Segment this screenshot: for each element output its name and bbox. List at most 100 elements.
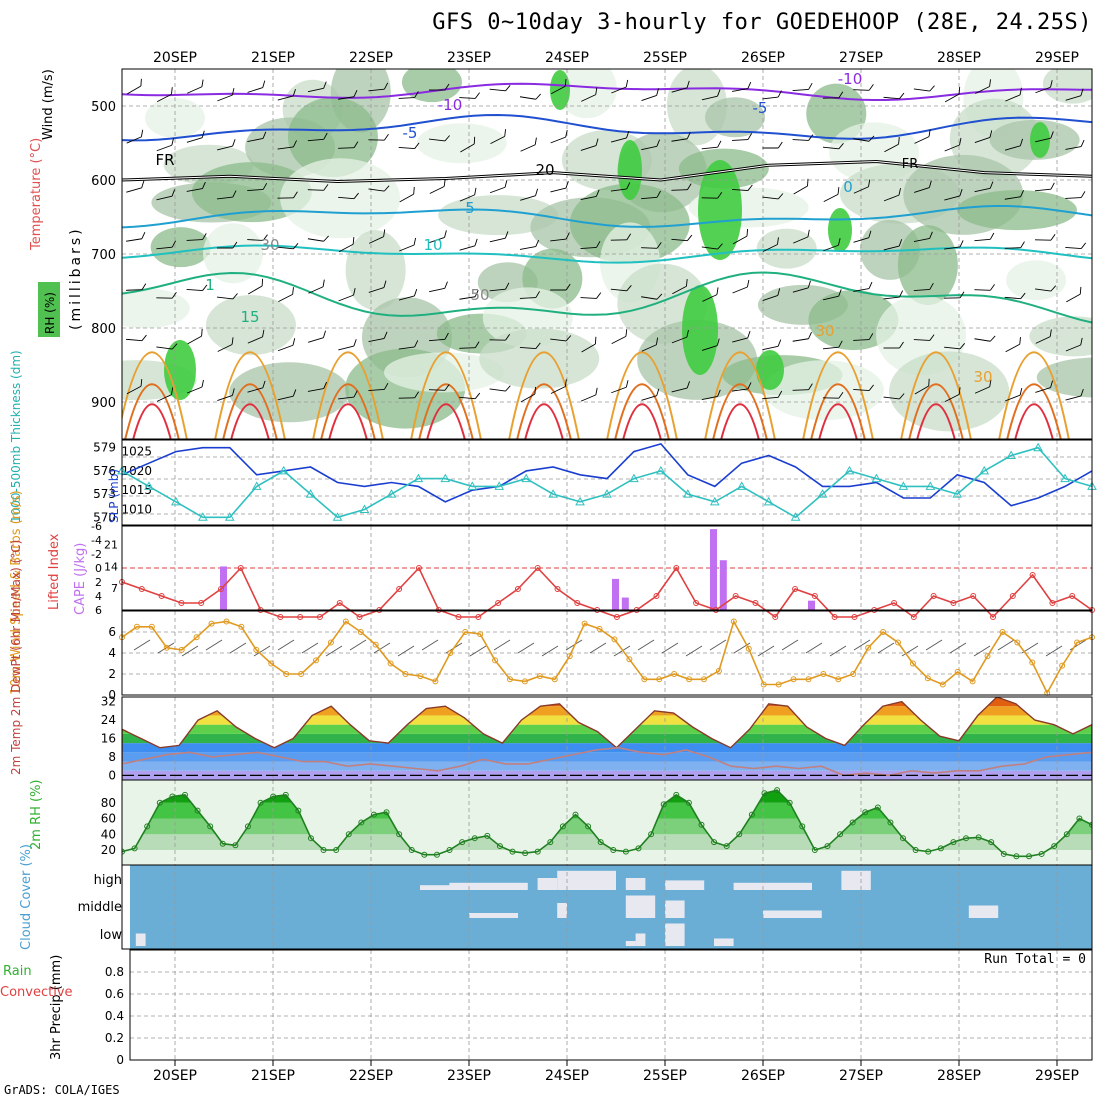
wind-barb <box>823 289 842 301</box>
wind-barb <box>156 87 173 103</box>
wind-barb <box>762 141 783 149</box>
rh-point <box>534 848 541 855</box>
rh-patch <box>479 328 600 389</box>
wind-barb <box>731 133 753 141</box>
wind-point <box>1014 639 1021 646</box>
barb-flag <box>625 329 628 337</box>
warm-contour-arch <box>426 403 466 439</box>
wind-barb <box>884 137 900 153</box>
wind-barb <box>944 387 961 403</box>
li-tick: 2 <box>95 576 102 589</box>
surface-barb <box>805 642 823 654</box>
barb-shaft <box>126 85 142 95</box>
barb-flag <box>928 129 931 137</box>
barb-shaft <box>822 346 839 350</box>
slp-tick: 1010 <box>121 503 152 517</box>
surface-barb <box>541 645 559 657</box>
cloud-block <box>635 933 646 946</box>
barb-flag <box>717 140 722 148</box>
wind-barb <box>641 88 659 102</box>
rh-point <box>748 811 755 818</box>
barb-flag <box>414 142 420 149</box>
wind-point <box>1059 662 1066 669</box>
rh-point <box>862 809 869 816</box>
wind-barb <box>308 279 325 294</box>
precip-panel: 0.8 0.6 0.4 0.2 0 <box>105 950 1092 1067</box>
barb-shaft <box>1035 387 1051 393</box>
wind-barb <box>126 232 146 242</box>
wind-barb <box>126 129 144 144</box>
barb-flag <box>141 283 147 290</box>
barb-shaft <box>974 136 991 144</box>
rh-point <box>736 831 743 838</box>
wind-point <box>208 620 215 627</box>
wind-barb <box>883 92 905 100</box>
barb-flag <box>232 139 236 147</box>
barb-flag <box>716 338 720 346</box>
bottom-date-label: 22SEP <box>349 1068 393 1084</box>
barb-shaft <box>944 195 960 201</box>
barb-shaft <box>974 238 991 242</box>
li-point <box>138 586 145 592</box>
slp-tick: 1020 <box>121 464 152 478</box>
barb-shaft <box>793 236 809 244</box>
rh-axis-label: 2m RH (%) <box>29 779 44 850</box>
barb-shaft <box>520 195 536 201</box>
barb-flag <box>656 388 660 396</box>
surface-barb <box>181 645 199 657</box>
barb-flag <box>322 279 325 287</box>
cloud-cover-panel: high middle low <box>78 865 1092 949</box>
barb-shaft <box>308 337 324 343</box>
wind-barb <box>1066 286 1082 303</box>
barb-flag <box>899 393 905 400</box>
wind-barb <box>459 392 481 400</box>
barb-flag <box>444 230 447 238</box>
barb-flag <box>868 84 874 91</box>
temp-tick: 24 <box>101 713 116 727</box>
barb-flag <box>564 379 567 387</box>
cloud-block <box>449 882 528 890</box>
rh-patch <box>122 288 190 329</box>
rh-point <box>912 847 919 853</box>
barb-shaft <box>307 238 324 242</box>
li-point <box>336 600 343 606</box>
barb-shaft <box>792 389 809 391</box>
barb-shaft <box>611 386 627 394</box>
surface-barb <box>973 645 991 657</box>
warm-contour-arch <box>802 351 874 439</box>
barb-shaft <box>489 88 506 92</box>
rh-point <box>774 787 781 794</box>
temp-band <box>122 752 1092 762</box>
barb-flag <box>868 230 872 238</box>
barb-shaft <box>944 393 960 403</box>
wind-barb <box>307 132 328 142</box>
li-point <box>693 600 700 606</box>
wind-barb <box>762 339 782 351</box>
wind-barb <box>398 91 419 99</box>
barb-flag <box>1050 380 1053 388</box>
barb-flag <box>292 88 296 97</box>
dewpoint-line <box>122 746 1092 777</box>
barb-flag <box>1079 286 1082 295</box>
warm-contour-arch <box>508 351 580 439</box>
warm-contour-arch <box>230 403 270 439</box>
barb-shaft <box>459 296 476 300</box>
wind-barb <box>489 84 511 92</box>
barb-shaft <box>460 143 475 153</box>
barb-flag <box>655 337 659 345</box>
barb-flag <box>202 233 207 240</box>
wind-point <box>387 660 394 667</box>
barb-flag <box>989 232 995 240</box>
wind-barb <box>277 242 299 250</box>
barb-flag <box>565 129 568 138</box>
li-point <box>772 614 779 620</box>
barb-shaft <box>853 388 870 392</box>
wind-point <box>865 644 872 651</box>
surface-barb <box>757 645 775 657</box>
wind-barb <box>489 231 509 243</box>
thickness-point <box>494 481 505 490</box>
thickness-point <box>871 473 882 483</box>
rh-point <box>1038 850 1045 857</box>
temp-contour-minus10 <box>122 82 1092 101</box>
barb-flag <box>262 80 266 88</box>
